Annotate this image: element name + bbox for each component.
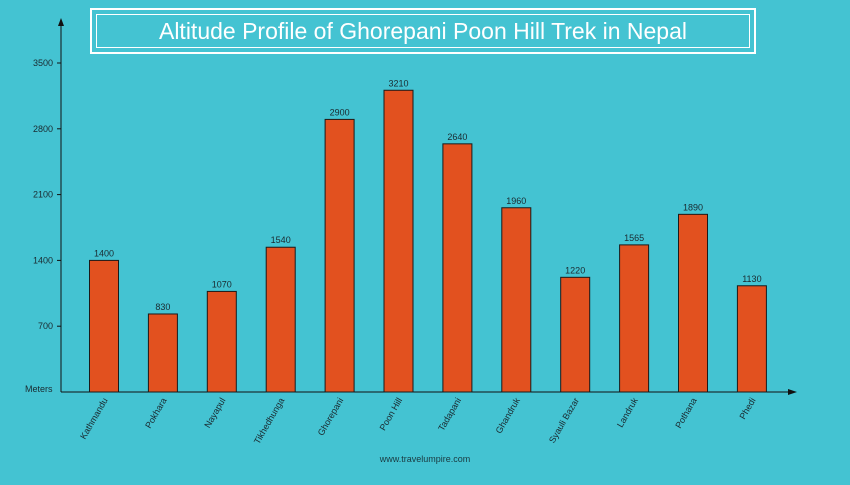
bar — [678, 213, 708, 393]
data-label: 830 — [155, 302, 170, 312]
bar — [560, 276, 591, 393]
bar — [442, 143, 473, 393]
data-label: 1565 — [624, 233, 644, 243]
y-tick-label: 1400 — [33, 255, 53, 265]
data-labels: 1400 830 1070 1540 2900 3210 2640 1960 1220 1565 1… — [94, 78, 762, 312]
y-tick-label: 700 — [38, 321, 53, 331]
y-axis: 700 1400 2100 2800 3500 — [33, 18, 64, 392]
category-label: Tadapani — [436, 396, 463, 433]
data-label: 1070 — [212, 279, 232, 289]
category-label: Landruk — [615, 396, 640, 430]
category-label: Phedi — [737, 396, 757, 421]
bar — [383, 89, 414, 393]
data-label: 1890 — [683, 202, 703, 212]
bar — [736, 285, 767, 393]
bar — [619, 244, 650, 393]
category-label: Poon Hill — [378, 396, 405, 432]
category-label: Ghandruk — [494, 396, 523, 436]
data-label: 2900 — [330, 107, 350, 117]
category-label: Pokhara — [143, 396, 168, 430]
category-label: Kathmandu — [78, 396, 110, 441]
bar — [147, 313, 178, 393]
category-label: Tikhedhunga — [252, 396, 287, 446]
bar — [324, 118, 355, 393]
bar — [265, 246, 296, 393]
category-labels: Kathmandu Pokhara Nayapul Tikhedhunga Ghorep… — [78, 396, 758, 446]
bars — [89, 89, 767, 393]
category-label: Nayapul — [202, 396, 227, 430]
y-tick-label: 3500 — [33, 58, 53, 68]
data-label: 1400 — [94, 248, 114, 258]
category-label: Pothana — [673, 396, 698, 430]
bar — [89, 259, 119, 393]
bar — [501, 207, 532, 393]
data-label: 3210 — [388, 78, 408, 88]
y-tick-label: 2800 — [33, 124, 53, 134]
data-label: 1220 — [565, 265, 585, 275]
y-axis-label: Meters — [25, 384, 53, 394]
y-tick-label: 2100 — [33, 190, 53, 200]
bar — [206, 290, 237, 393]
x-axis — [61, 389, 797, 395]
chart-title-frame: Altitude Profile of Ghorepani Poon Hill … — [90, 8, 756, 54]
y-axis-arrow — [58, 18, 64, 26]
x-axis-arrow — [788, 389, 797, 395]
category-label: Syauli Bazar — [547, 396, 581, 445]
data-label: 1960 — [506, 196, 526, 206]
data-label: 2640 — [447, 132, 467, 142]
data-label: 1540 — [271, 235, 291, 245]
source-url: www.travelumpire.com — [379, 454, 471, 464]
data-label: 1130 — [742, 274, 761, 284]
category-label: Ghorepani — [316, 396, 346, 437]
